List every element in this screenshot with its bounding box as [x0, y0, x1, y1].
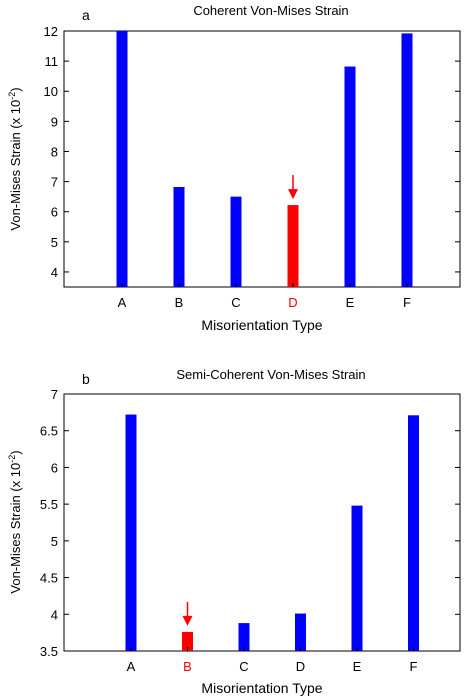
bar-f	[408, 415, 419, 651]
x-tick-label: C	[231, 295, 240, 310]
x-tick-label: A	[127, 659, 136, 674]
y-tick-label: 5.5	[40, 497, 58, 512]
x-tick-label: E	[346, 295, 355, 310]
x-tick-label: C	[239, 659, 248, 674]
bar-e	[351, 505, 363, 651]
y-axis-label-exponent: -2	[7, 455, 17, 463]
plot-frame	[63, 393, 461, 652]
bars	[125, 414, 419, 651]
x-tick-label: F	[403, 295, 411, 310]
highlight-arrow	[288, 175, 298, 200]
y-tick-label: 6	[51, 460, 58, 475]
y-axis-label-end: )	[8, 87, 23, 91]
bar-c	[238, 623, 250, 651]
x-axis-label: Misorientation Type	[201, 317, 322, 333]
x-tick-label: A	[118, 295, 127, 310]
y-axis-label: Von-Mises Strain (x 10-2)	[7, 87, 23, 230]
plot-frame	[63, 30, 461, 288]
y-axis-ticks: 4 5 6 7 8 9 10 11 12	[44, 24, 460, 280]
y-axis-label-end: )	[8, 450, 23, 454]
chart-panel-b: b Semi-Coherent Von-Mises Strain 3.5 4 4.5…	[7, 367, 461, 696]
bar-d	[295, 613, 306, 651]
y-tick-label: 7	[51, 175, 58, 190]
y-tick-label: 4.5	[40, 571, 58, 586]
y-axis-label-main: Von-Mises Strain (x 10	[8, 463, 23, 594]
chart-panel-a: a Coherent Von-Mises Strain 4 5 6 7 8 9 10 11 12…	[7, 3, 461, 333]
highlight-arrow	[182, 601, 193, 626]
y-tick-label: 5	[51, 235, 58, 250]
arrow-head	[288, 189, 298, 200]
x-axis-ticks: A B C D E F	[118, 283, 411, 310]
chart-title: Coherent Von-Mises Strain	[193, 3, 348, 18]
y-tick-label: 4	[51, 607, 58, 622]
bar-b	[173, 187, 185, 287]
y-axis-label-exponent: -2	[7, 92, 17, 100]
y-tick-label: 7	[51, 387, 58, 402]
y-tick-label: 11	[45, 54, 59, 69]
x-tick-label: D	[288, 295, 297, 310]
bar-a	[116, 31, 128, 287]
x-tick-label: B	[183, 659, 192, 674]
bars	[116, 31, 413, 288]
y-tick-label: 10	[44, 84, 58, 99]
y-tick-label: 5	[51, 534, 58, 549]
y-tick-label: 6	[51, 205, 58, 220]
bar-d	[287, 205, 299, 287]
y-axis-ticks: 3.5 4 4.5 5 5.5 6 6.5 7	[40, 387, 460, 659]
y-tick-label: 12	[44, 24, 58, 39]
bar-a	[125, 414, 137, 651]
panel-label: a	[82, 7, 90, 23]
bar-c	[230, 196, 242, 287]
y-axis-label-main: Von-Mises Strain (x 10	[8, 100, 23, 231]
x-axis-ticks: A B C D E F	[127, 647, 418, 674]
x-tick-label: B	[175, 295, 184, 310]
x-axis-label: Misorientation Type	[201, 680, 322, 696]
chart-title: Semi-Coherent Von-Mises Strain	[176, 367, 365, 382]
y-tick-label: 8	[51, 144, 58, 159]
x-tick-label: E	[353, 659, 362, 674]
y-tick-label: 3.5	[40, 644, 58, 659]
y-tick-label: 9	[51, 114, 58, 129]
y-tick-label: 4	[51, 265, 58, 280]
bar-f	[401, 33, 413, 288]
x-tick-label: F	[410, 659, 418, 674]
bar-e	[344, 66, 356, 288]
panel-label: b	[82, 371, 90, 387]
x-tick-label: D	[296, 659, 305, 674]
bar-b	[182, 631, 193, 651]
arrow-head	[182, 615, 193, 626]
y-axis-label: Von-Mises Strain (x 10-2)	[7, 450, 23, 593]
y-tick-label: 6.5	[40, 424, 58, 439]
